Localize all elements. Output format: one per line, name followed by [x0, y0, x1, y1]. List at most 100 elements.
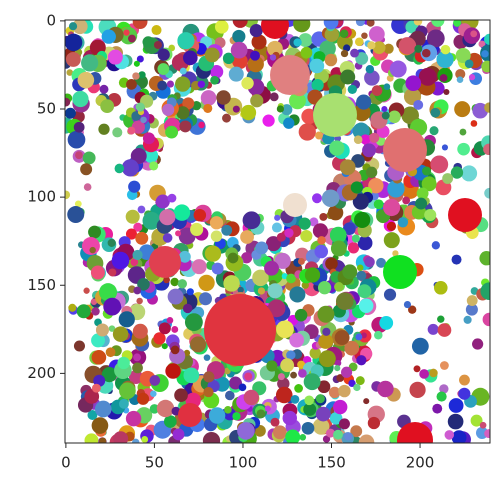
blob	[177, 32, 195, 50]
blob	[383, 288, 397, 301]
blob	[431, 20, 445, 27]
blob	[357, 284, 372, 299]
blob	[419, 369, 429, 379]
blob	[203, 386, 214, 398]
blob	[132, 249, 143, 261]
blob	[340, 49, 349, 58]
blob	[358, 298, 374, 313]
blob	[221, 224, 233, 236]
blob	[350, 181, 363, 194]
blob	[250, 94, 264, 108]
blob	[450, 166, 464, 179]
blob	[459, 374, 470, 386]
blob	[355, 376, 365, 386]
blob	[73, 340, 85, 352]
blob	[261, 20, 289, 39]
blob	[240, 252, 253, 264]
blob	[165, 125, 179, 139]
blob	[298, 217, 311, 230]
blob	[84, 389, 100, 404]
blob	[338, 384, 351, 398]
blob	[83, 183, 92, 191]
blob	[200, 90, 217, 106]
blob	[232, 29, 246, 44]
blob	[381, 111, 390, 120]
blob	[123, 29, 130, 36]
blob	[232, 20, 248, 28]
blob	[470, 120, 478, 127]
blob	[252, 269, 269, 287]
blob	[162, 233, 173, 243]
blob	[309, 347, 321, 359]
blob	[170, 277, 179, 287]
blob	[309, 217, 319, 227]
blob	[211, 262, 224, 275]
blob	[480, 282, 490, 301]
blob	[204, 294, 276, 366]
blob	[444, 430, 455, 440]
blob	[228, 66, 244, 82]
blob	[357, 235, 373, 251]
blob	[448, 198, 482, 232]
blob	[182, 97, 195, 110]
blob	[121, 159, 139, 177]
blob	[82, 151, 96, 165]
blob	[369, 132, 380, 143]
blob	[355, 52, 369, 65]
blob	[360, 134, 371, 145]
blob	[440, 44, 451, 55]
blob	[443, 88, 450, 96]
blob	[167, 193, 177, 203]
blob	[91, 350, 107, 365]
blob	[363, 398, 370, 405]
blob	[66, 69, 74, 76]
blob	[447, 413, 464, 430]
blob	[137, 277, 150, 291]
blob	[163, 276, 170, 284]
blob	[479, 421, 487, 429]
blob	[204, 245, 222, 262]
blob	[311, 79, 324, 92]
y-tick-label: 0	[46, 11, 56, 29]
y-tick-label: 50	[37, 100, 56, 118]
blob	[232, 105, 240, 113]
blob	[298, 369, 307, 378]
blob	[214, 20, 229, 34]
blob	[77, 71, 95, 89]
blob	[288, 92, 306, 110]
blob	[300, 229, 313, 243]
blob	[138, 71, 146, 79]
blob	[186, 288, 194, 296]
blob	[304, 267, 321, 283]
blob	[269, 92, 279, 102]
blob	[427, 323, 439, 335]
blob	[409, 381, 426, 398]
blob	[203, 103, 213, 113]
blob	[88, 225, 102, 239]
blob	[270, 55, 310, 95]
blob	[334, 365, 341, 372]
blob	[312, 193, 322, 204]
blob	[190, 336, 207, 353]
blob	[354, 211, 371, 229]
blob	[65, 107, 76, 119]
blob	[351, 234, 360, 243]
blob	[439, 74, 448, 82]
blob	[232, 412, 241, 421]
blob	[257, 287, 266, 295]
blob	[481, 50, 489, 58]
blob	[249, 24, 263, 38]
blob	[408, 305, 417, 314]
blob	[411, 337, 429, 355]
blob	[401, 106, 419, 125]
blob	[437, 323, 452, 337]
blob	[368, 177, 384, 194]
y-tick-label: 100	[27, 188, 56, 206]
blob	[321, 189, 340, 207]
blob	[133, 222, 143, 232]
blob	[151, 24, 162, 36]
blob	[135, 102, 145, 112]
blob	[276, 105, 285, 113]
blob	[459, 128, 467, 136]
blob	[183, 367, 200, 384]
